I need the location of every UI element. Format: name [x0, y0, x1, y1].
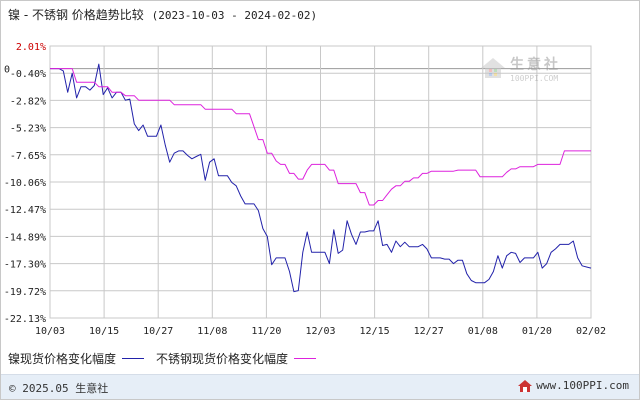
- series-line-nickel: [50, 63, 592, 293]
- series-lines: [50, 63, 592, 293]
- watermark-url: 100PPI.COM: [510, 74, 559, 83]
- series-line-stainless: [50, 68, 591, 206]
- legend-label-nickel: 镍现货价格变化幅度: [8, 352, 117, 366]
- y-tick-label: -0.40%: [10, 69, 46, 80]
- chart-title-text: 镍 - 不锈钢 价格趋势比较: [8, 8, 144, 22]
- x-tick-label: 02/02: [576, 326, 606, 337]
- chart-legend: 镍现货价格变化幅度 不锈钢现货价格变化幅度: [8, 350, 328, 367]
- watermark: 生意社 100PPI.COM: [480, 54, 580, 90]
- chart-date-range: (2023-10-03 - 2024-02-02): [151, 9, 318, 22]
- x-tick-label: 12/27: [414, 326, 444, 337]
- x-tick-label: 10/15: [89, 326, 119, 337]
- y-tick-label: -10.06%: [4, 178, 46, 189]
- y-tick-label: -14.89%: [4, 232, 46, 243]
- y-tick-label: -19.72%: [4, 287, 46, 298]
- legend-swatch-stainless: [294, 358, 317, 359]
- y-tick-label: -2.82%: [10, 96, 46, 107]
- y-tick-label: -12.47%: [4, 205, 46, 216]
- y-tick-label: -17.30%: [4, 260, 46, 271]
- x-tick-label: 11/08: [197, 326, 227, 337]
- legend-label-stainless: 不锈钢现货价格变化幅度: [156, 352, 289, 366]
- footer-site-url[interactable]: www.100PPI.com: [536, 379, 629, 392]
- legend-swatch-nickel: [122, 358, 145, 359]
- house-logo-icon: [481, 58, 505, 78]
- x-tick-label: 10/27: [143, 326, 173, 337]
- zero-line-label: 0: [4, 65, 10, 76]
- house-logo-icon: [518, 379, 533, 392]
- x-tick-label: 12/03: [305, 326, 335, 337]
- y-tick-label: -7.65%: [10, 151, 46, 162]
- footer-bar: © 2025.05 生意社 www.100PPI.com: [1, 374, 639, 399]
- x-tick-label: 01/20: [522, 326, 552, 337]
- chart-title: 镍 - 不锈钢 价格趋势比较 (2023-10-03 - 2024-02-02): [8, 6, 317, 23]
- x-tick-label: 10/03: [35, 326, 65, 337]
- y-tick-label: -5.23%: [10, 124, 46, 135]
- x-tick-label: 01/08: [468, 326, 498, 337]
- x-axis-tick-labels: 10/03 10/15 10/27 11/08 11/20 12/03 12/15 12/27…: [35, 326, 606, 337]
- y-tick-label: -22.13%: [4, 314, 46, 325]
- y-tick-label: 2.01%: [16, 42, 46, 53]
- x-tick-label: 11/20: [251, 326, 281, 337]
- x-tick-label: 12/15: [360, 326, 390, 337]
- line-chart: 2.01% -0.40% -2.82% -5.23% -7.65% -10.06% -12.…: [4, 42, 606, 337]
- footer-copyright: © 2025.05 生意社: [9, 382, 109, 395]
- footer-site[interactable]: www.100PPI.com: [518, 379, 629, 392]
- watermark-name: 生意社: [510, 57, 561, 73]
- y-axis-tick-labels: 2.01% -0.40% -2.82% -5.23% -7.65% -10.06% -12.…: [4, 42, 46, 325]
